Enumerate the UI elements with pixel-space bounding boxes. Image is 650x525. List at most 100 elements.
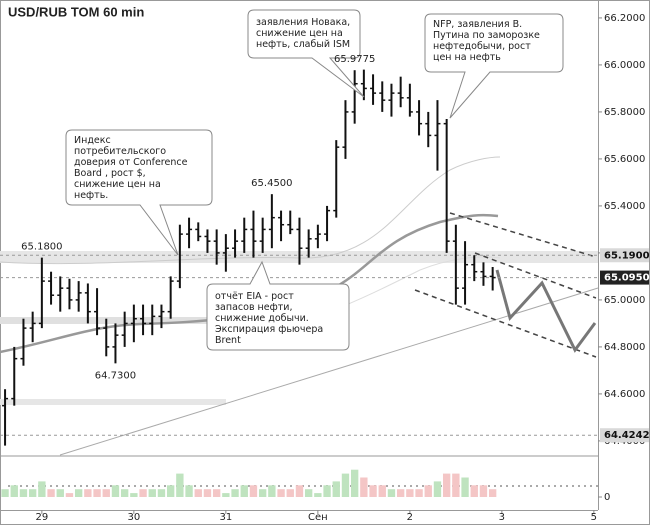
volume-bar (56, 489, 64, 497)
volume-tick-label: 0 (604, 492, 610, 503)
x-tick-label: 30 (127, 512, 140, 523)
callout-line: нефтедобычи, рост (433, 41, 531, 52)
callout-box (206, 260, 350, 351)
callout-line: потребительского (74, 146, 166, 157)
volume-bar (148, 489, 156, 497)
volume-bar (258, 489, 267, 497)
moving-average (0, 156, 501, 265)
callout-text: NFP, заявления В. Путина по заморозке нефт… (433, 19, 540, 63)
y-tick-label: 66.2000 (604, 13, 645, 24)
volume-bar (194, 489, 202, 497)
volume-bar (19, 489, 28, 497)
volume-bar (396, 489, 405, 497)
price-marker-bg (600, 248, 649, 263)
channel-line (474, 252, 597, 299)
callout-text: заявления Новака, снижение цен на нефть, с… (256, 17, 350, 50)
callout-box (424, 13, 564, 119)
volume-bar (387, 489, 396, 497)
callout-line: Путина по заморозке (433, 30, 540, 41)
callout-box (65, 129, 213, 256)
volume-bar (120, 489, 129, 497)
callout-line: доверия от Conference (74, 157, 188, 168)
callouts: заявления Новака, снижение цен на нефть, с… (65, 9, 564, 351)
volume-bar (74, 489, 83, 497)
forecast-path (495, 269, 597, 353)
volume-bar (350, 469, 359, 497)
volume-bar (268, 485, 276, 497)
volume-bar (203, 489, 212, 497)
chart-title: USD/RUB TOM 60 min (8, 4, 144, 19)
volume-bar (157, 489, 166, 497)
callout-line: Brent (215, 335, 241, 346)
callout-line: отчёт EIA - рост (215, 291, 294, 302)
volume-bar (461, 477, 469, 497)
volume-bar (341, 473, 350, 497)
volume-bar (452, 473, 460, 497)
y-tick-label: 64.6000 (604, 389, 645, 400)
volume-bar (84, 489, 92, 497)
volume-bar (424, 485, 432, 497)
volume-bar (323, 485, 331, 497)
volume-bar (38, 481, 46, 497)
volume-bar (479, 485, 488, 497)
x-tick-label: 31 (219, 512, 232, 523)
callout-box (247, 9, 365, 98)
volume-bar (111, 485, 120, 497)
callout-line: снижение добычи. (215, 313, 309, 324)
volume-bar (65, 493, 74, 497)
x-tick-label: 5 (591, 512, 597, 523)
volume-bar (406, 489, 414, 497)
volume-bar (130, 493, 138, 497)
callout-line: Экспирация фьючера (215, 324, 323, 335)
callout-text: Индекс потребительского доверия от Confere… (74, 135, 188, 201)
volume-bar (433, 481, 442, 497)
support-band (0, 399, 226, 405)
volume-bar (231, 489, 239, 497)
x-tick-label: 3 (499, 512, 505, 523)
volume-bar (139, 489, 147, 497)
callout-line: нефть, слабый ISM (256, 39, 350, 50)
channel-line (449, 212, 597, 258)
volume-bar (304, 489, 313, 497)
volume-bar (378, 485, 386, 497)
volume-bar (93, 489, 101, 497)
callout-line: нефть. (74, 190, 108, 201)
volume-bar (185, 485, 193, 497)
volume-bar (47, 489, 55, 497)
price-marker-bg (600, 428, 649, 443)
price-marker-label: 64.4242 (604, 430, 650, 441)
volume-bar (249, 485, 258, 497)
price-marker-label: 65.1900 (604, 250, 650, 261)
volume-bar (332, 481, 340, 497)
callout-line: Board , рост $, (74, 168, 146, 179)
volume-bar (470, 485, 478, 497)
volume-bar (360, 477, 368, 497)
volume-bar (1, 489, 9, 497)
volume-bar (442, 473, 451, 497)
y-tick-label: 65.8000 (604, 107, 645, 118)
callout-line: Индекс (74, 135, 111, 146)
volume-bar (286, 489, 294, 497)
point-label: 65.4500 (251, 178, 292, 189)
point-label: 64.7300 (95, 370, 136, 381)
y-tick-label: 65.6000 (604, 154, 645, 165)
volume-bar (277, 489, 285, 497)
point-label: 65.9775 (334, 54, 375, 65)
callout-line: заявления Новака, (256, 17, 350, 28)
callout-line: цен на нефть (433, 52, 501, 63)
volume-bar (369, 485, 377, 497)
callout-text: отчёт EIA - рост запасов нефти, снижение д… (215, 291, 323, 346)
point-label: 65.1800 (21, 242, 62, 253)
callout-line: NFP, заявления В. (433, 19, 522, 30)
y-tick-label: 64.8000 (604, 342, 645, 353)
volume-bar (212, 489, 221, 497)
volume-bar (176, 473, 184, 497)
x-tick-label: 29 (35, 512, 48, 523)
volume-bar (222, 493, 230, 497)
volume-bar (240, 485, 248, 497)
volume-bar (102, 489, 110, 497)
y-tick-label: 65.4000 (604, 201, 645, 212)
plot (0, 69, 598, 497)
price-marker-label: 65.0950 (604, 273, 650, 284)
